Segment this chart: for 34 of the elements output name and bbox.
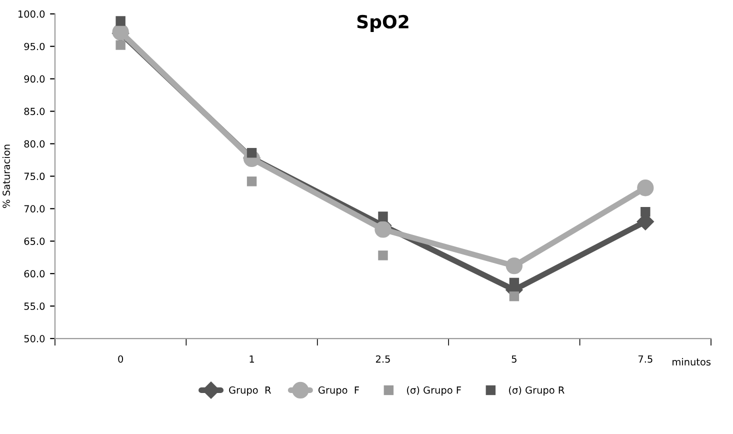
point bbox=[640, 207, 650, 217]
y-tick-label: 90.0 bbox=[24, 75, 45, 83]
point bbox=[246, 148, 257, 158]
point bbox=[378, 250, 388, 260]
point bbox=[246, 176, 257, 186]
y-tick-label: 75.0 bbox=[24, 172, 45, 180]
point bbox=[378, 212, 388, 222]
y-tick-label: 80.0 bbox=[24, 140, 45, 148]
y-tick-label: 50.0 bbox=[24, 335, 45, 342]
point bbox=[374, 221, 392, 238]
y-axis-title: % Saturacion bbox=[2, 144, 10, 208]
x-tick-label: 7.5 bbox=[638, 355, 652, 363]
x-axis-title: minutos bbox=[672, 358, 711, 366]
y-tick-label: 65.0 bbox=[24, 238, 45, 245]
y-tick-label: 60.0 bbox=[24, 270, 45, 278]
x-tick-label: 2.5 bbox=[376, 355, 390, 363]
legend-label: Grupo R bbox=[229, 386, 271, 396]
y-tick-label: 85.0 bbox=[24, 108, 45, 116]
chart-title: SpO2 bbox=[357, 14, 408, 32]
x-tick-label: 0 bbox=[118, 355, 124, 363]
point bbox=[116, 40, 126, 50]
y-tick-label: 100.0 bbox=[18, 10, 45, 18]
legend-label: (σ) Grupo R bbox=[509, 386, 564, 396]
point bbox=[509, 291, 520, 302]
point bbox=[637, 180, 654, 196]
legend-label: (σ) Grupo F bbox=[407, 386, 461, 396]
x-tick-label: 5 bbox=[512, 355, 516, 363]
x-tick-label: 1 bbox=[250, 355, 254, 363]
y-tick-label: 55.0 bbox=[24, 302, 45, 310]
legend-label: Grupo F bbox=[318, 386, 359, 396]
point bbox=[116, 16, 126, 26]
y-tick-label: 95.0 bbox=[24, 42, 45, 50]
y-tick-label: 70.0 bbox=[24, 205, 45, 212]
point bbox=[506, 257, 523, 274]
